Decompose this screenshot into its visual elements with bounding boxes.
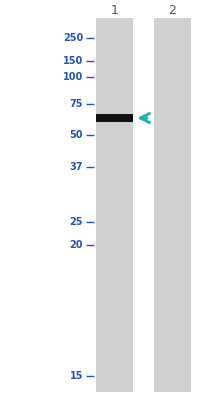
Text: 75: 75 (69, 99, 83, 109)
Text: 20: 20 (69, 240, 83, 250)
Text: 15: 15 (69, 371, 83, 381)
Text: 1: 1 (110, 4, 118, 16)
Text: 50: 50 (69, 130, 83, 140)
Bar (153, 18, 190, 392)
Text: 37: 37 (69, 162, 83, 172)
Text: 250: 250 (62, 33, 83, 43)
Text: 2: 2 (167, 4, 175, 16)
Text: 25: 25 (69, 217, 83, 227)
Text: 100: 100 (62, 72, 83, 82)
Bar (96, 18, 133, 392)
Bar (96, 114, 133, 122)
Text: 150: 150 (62, 56, 83, 66)
